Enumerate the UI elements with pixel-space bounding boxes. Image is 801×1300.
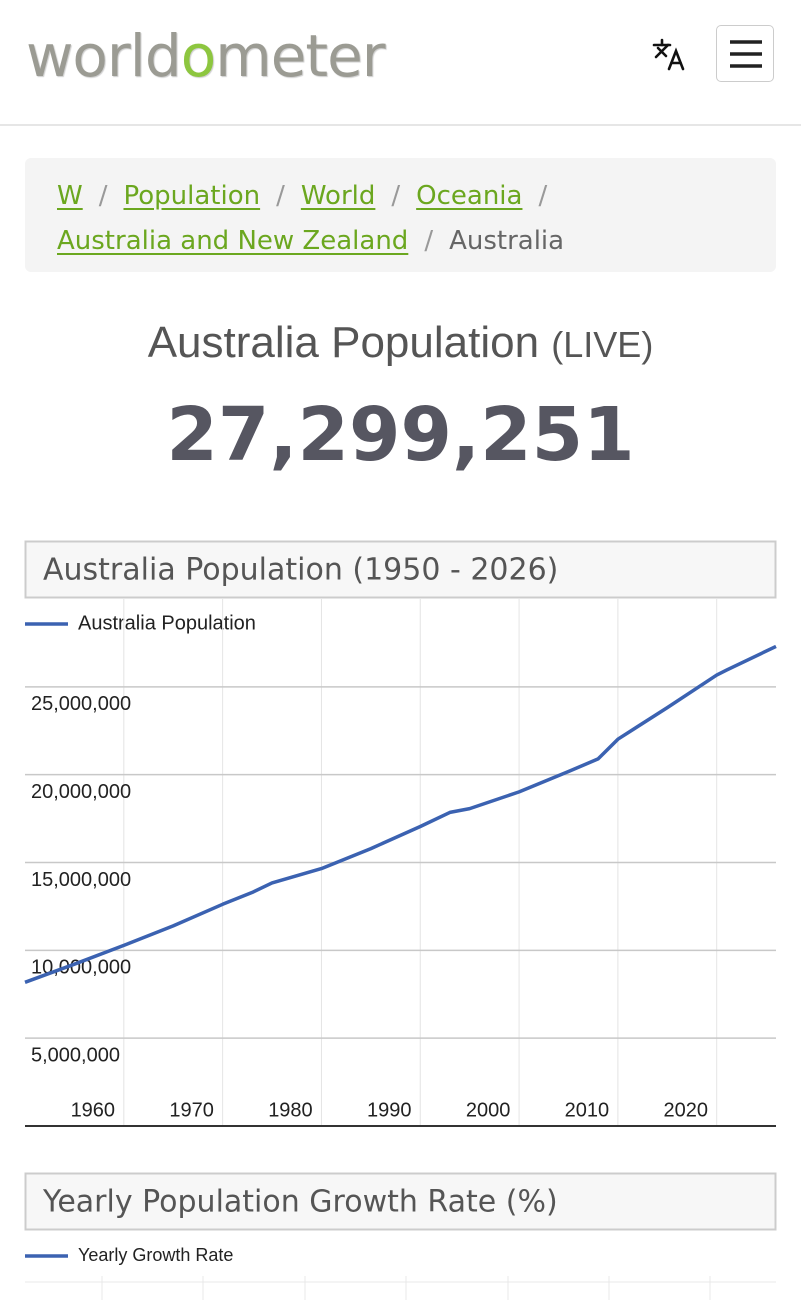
chart-title: Australia Population (1950 - 2026)	[43, 553, 558, 588]
x-tick-label: 1980	[268, 1099, 313, 1121]
breadcrumb-separator: /	[391, 181, 401, 211]
page-title: Australia Population (LIVE)	[0, 318, 801, 368]
breadcrumb-separator: /	[276, 181, 285, 211]
logo-part: meter	[215, 22, 385, 90]
y-tick-label: 10,000,000	[31, 957, 131, 979]
breadcrumb-link[interactable]: Australia and New Zealand	[57, 226, 409, 256]
title-suffix: (LIVE)	[551, 324, 654, 365]
live-counter: 27,299,251	[166, 392, 635, 478]
breadcrumb-separator: /	[424, 226, 434, 256]
header: worldometer	[0, 0, 801, 126]
y-tick-label: 25,000,000	[31, 693, 131, 715]
legend-label: Yearly Growth Rate	[78, 1245, 233, 1265]
breadcrumb-separator: /	[98, 181, 108, 211]
menu-icon	[730, 40, 762, 68]
series-line	[24, 644, 777, 984]
breadcrumb-separator: /	[538, 181, 548, 211]
breadcrumb-link[interactable]: W	[57, 181, 83, 211]
x-tick-label: 1990	[367, 1099, 412, 1121]
title-text: Australia Population	[147, 318, 540, 367]
x-tick-label: 2000	[466, 1099, 511, 1121]
y-tick-label: 15,000,000	[31, 869, 131, 891]
x-tick-label: 1960	[71, 1099, 116, 1121]
logo-part: world	[26, 22, 182, 90]
logo[interactable]: worldometer	[26, 22, 386, 90]
legend-label: Australia Population	[78, 612, 256, 634]
chart-title-box	[24, 1172, 777, 1231]
breadcrumb-current: Australia	[449, 226, 565, 256]
x-tick-label: 1970	[169, 1099, 214, 1121]
x-tick-label: 2010	[565, 1099, 610, 1121]
chart-title: Yearly Population Growth Rate (%)	[42, 1185, 558, 1220]
chart-title-box	[24, 540, 777, 599]
y-tick-label: 20,000,000	[31, 781, 131, 803]
translate-icon[interactable]	[650, 36, 688, 72]
x-tick-label: 2020	[663, 1099, 708, 1121]
breadcrumb-link[interactable]: Oceania	[416, 181, 523, 211]
menu-button[interactable]	[716, 25, 774, 82]
breadcrumb-link[interactable]: Population	[123, 181, 261, 211]
logo-part: o	[180, 22, 216, 90]
breadcrumbs: W / Population / World / Oceania / Australia and…	[25, 158, 776, 272]
y-tick-label: 5,000,000	[31, 1044, 120, 1066]
breadcrumb-link[interactable]: World	[300, 181, 376, 211]
